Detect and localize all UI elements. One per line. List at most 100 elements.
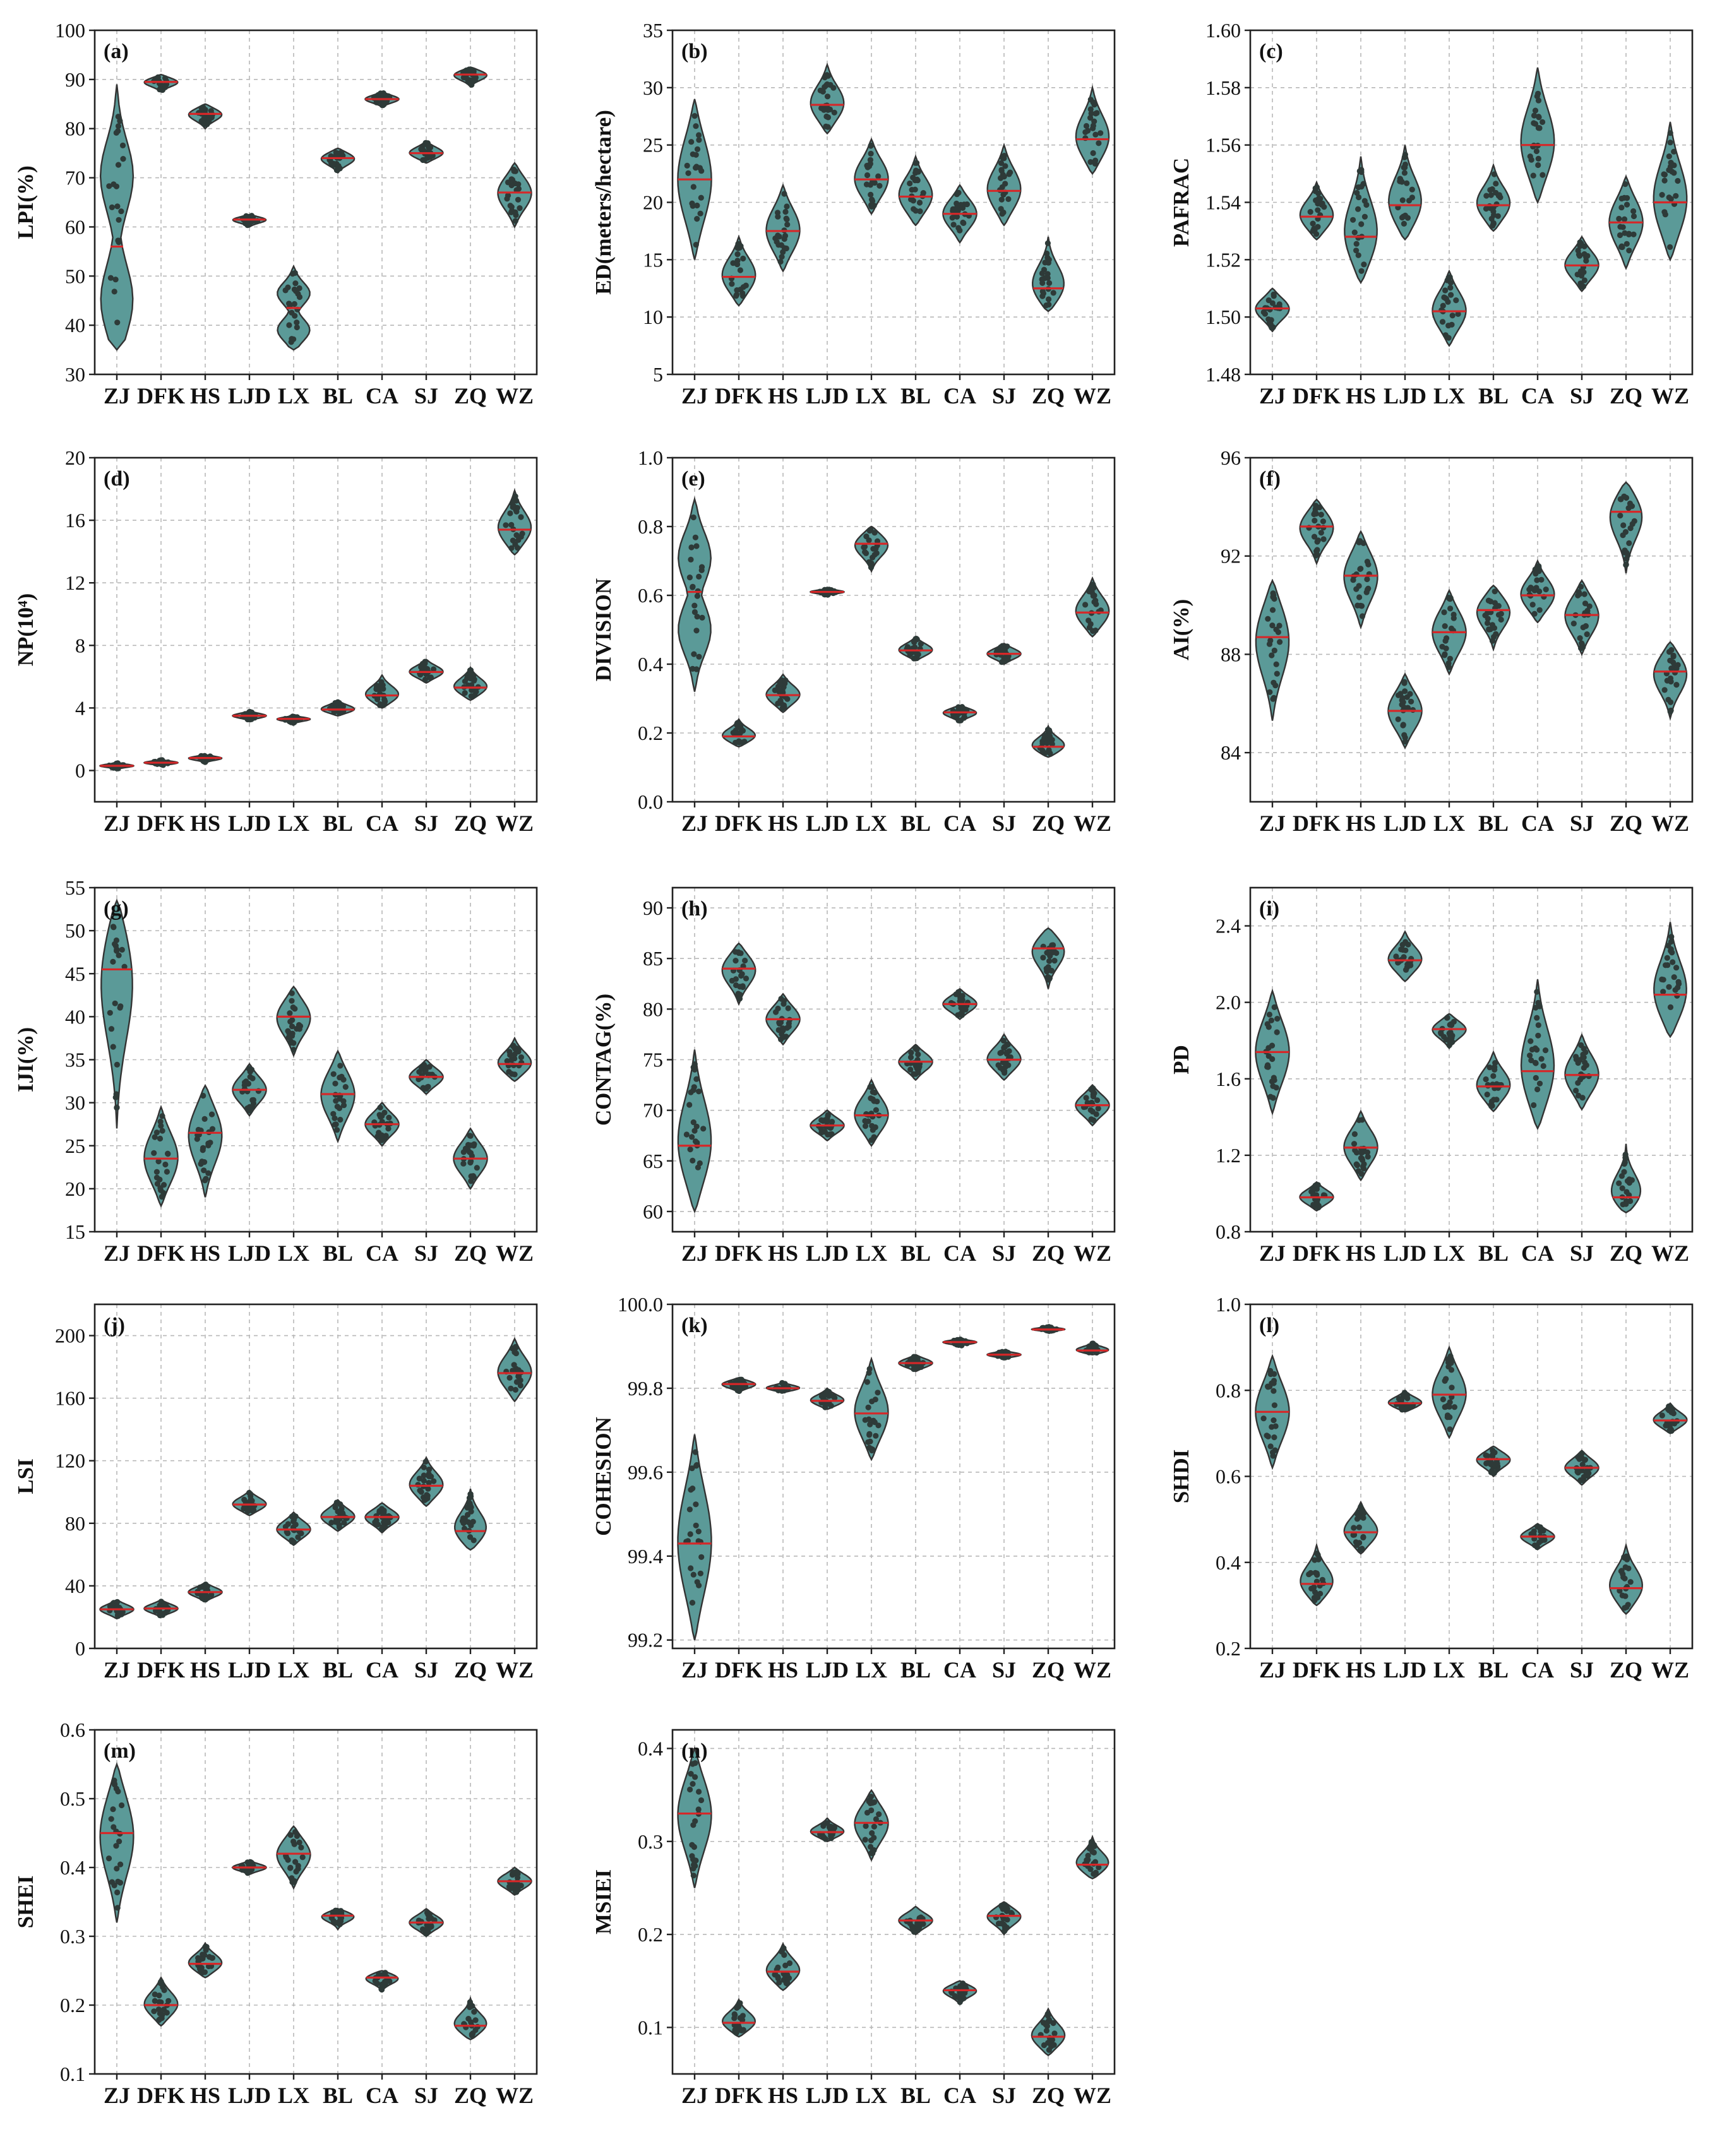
panel-d-dot-WZ-10 xyxy=(507,510,513,516)
panel-e-dot-ZJ-13 xyxy=(693,628,700,634)
panel-c-dot-BL-8 xyxy=(1488,192,1494,198)
panel-g-xtick-label-HS: HS xyxy=(190,1241,220,1266)
panel-e-dot-ZQ-17 xyxy=(1042,733,1048,739)
panel-c-dot-CA-13 xyxy=(1535,97,1542,104)
panel-f-xtick-label-LJD: LJD xyxy=(1384,811,1426,836)
panel-m-dot-ZJ-4 xyxy=(119,1802,125,1809)
panel-i-dots-CA xyxy=(1527,989,1549,1109)
panel-j-dot-SJ-12 xyxy=(422,1458,429,1465)
panel-f-xtick-label-ZJ: ZJ xyxy=(1259,811,1286,836)
panel-j-dot-CA-9 xyxy=(373,1513,380,1519)
panel-g-dot-LX-10 xyxy=(287,1018,294,1025)
panel-k-dot-WZ-16 xyxy=(1091,1342,1097,1349)
panel-a-ytick-label-1: 40 xyxy=(65,314,85,337)
panel-k-dot-ZJ-10 xyxy=(690,1571,697,1578)
panel-h-xtick-label-SJ: SJ xyxy=(992,1241,1016,1266)
panel-c-xtick-label-CA: CA xyxy=(1521,383,1554,408)
panel-e-dot-DFK-20 xyxy=(734,720,741,727)
panel-j-dot-SJ-6 xyxy=(421,1464,427,1470)
panel-m-dot-BL-20 xyxy=(337,1917,344,1924)
panel-c-dot-LX-5 xyxy=(1455,311,1461,317)
panel-f-dot-DFK-16 xyxy=(1314,547,1320,553)
panel-a-xtick-label-ZQ: ZQ xyxy=(454,383,487,408)
panel-c-dot-BL-6 xyxy=(1483,193,1490,199)
panel-m-dot-SJ-21 xyxy=(419,1926,426,1933)
panel-l-violin-LX xyxy=(1432,1345,1467,1439)
panel-b-dot-CA-14 xyxy=(957,227,963,234)
panel-f-violin-HS xyxy=(1343,530,1378,630)
panel-j-dot-WZ-16 xyxy=(517,1382,524,1389)
panel-i-dot-CA-19 xyxy=(1538,1056,1545,1062)
panel-h-dot-LX-15 xyxy=(868,1137,875,1143)
panel-i-dots-LX xyxy=(1438,1015,1457,1049)
panel-b-dot-BL-20 xyxy=(912,160,919,166)
panel-b-dot-WZ-4 xyxy=(1087,159,1094,165)
panel-m-dot-SJ-16 xyxy=(424,1909,431,1916)
panel-b-dot-HS-18 xyxy=(777,258,784,265)
panel-i-ytick-label-2: 1.6 xyxy=(1216,1068,1241,1090)
panel-g-dot-ZJ-13 xyxy=(114,1105,120,1111)
panel-f-dot-BL-21 xyxy=(1495,603,1502,609)
panel-e-dot-ZJ-10 xyxy=(694,593,700,599)
panel-h-dot-DFK-10 xyxy=(743,975,750,982)
panel-i-dot-LX-21 xyxy=(1446,1038,1453,1044)
panel-h-dot-ZQ-16 xyxy=(1044,950,1050,956)
panel-g-ytick-label-1: 20 xyxy=(65,1177,85,1200)
panel-i-xtick-label-WZ: WZ xyxy=(1651,1241,1689,1266)
panel-n-dot-ZJ-18 xyxy=(691,1843,697,1850)
panel-f-dot-ZQ-13 xyxy=(1627,500,1633,507)
panel-b-dot-WZ-8 xyxy=(1092,131,1099,138)
panel-j-dot-SJ-2 xyxy=(426,1480,432,1486)
panel-b-xtick-label-BL: BL xyxy=(900,383,931,408)
panel-g-dot-BL-12 xyxy=(332,1115,338,1121)
panel-a-dots-LX xyxy=(282,270,303,345)
panel-a-ytick-label-4: 70 xyxy=(65,167,85,189)
panel-n-dot-WZ-21 xyxy=(1092,1859,1099,1865)
panel-f-dot-LX-17 xyxy=(1447,605,1454,612)
panel-f-xtick-label-WZ: WZ xyxy=(1651,811,1689,836)
panel-f-dot-DFK-7 xyxy=(1320,518,1326,525)
panel-a-ytick-label-0: 30 xyxy=(65,363,85,386)
panel-m-dot-DFK-17 xyxy=(152,1998,158,2004)
panel-l-dot-ZJ-20 xyxy=(1269,1449,1276,1456)
panel-j-dot-SJ-4 xyxy=(421,1477,427,1484)
panel-g-dot-ZQ-16 xyxy=(468,1178,474,1184)
panel-a-dot-WZ-8 xyxy=(507,203,513,209)
panel-k-dots-LX xyxy=(862,1366,882,1454)
panel-k-xtick-label-DFK: DFK xyxy=(715,1657,763,1683)
panel-a-dot-ZJ-19 xyxy=(115,162,122,168)
panel-k-xtick-label-CA: CA xyxy=(943,1657,976,1683)
panel-f-dot-ZQ-19 xyxy=(1629,521,1635,527)
panel-b-dot-DFK-21 xyxy=(738,243,744,249)
panel-a-dot-LX-19 xyxy=(288,339,294,345)
panel-g-dot-ZJ-3 xyxy=(110,958,116,965)
panel-n-dots-ZQ xyxy=(1037,2011,1058,2053)
panel-k: 99.2 99.4 99.6 99.8 100.0 ZJ DFK HS LJD LX BL CA SJ Z… xyxy=(591,1293,1116,1683)
panel-l-dot-HS-2 xyxy=(1351,1525,1357,1531)
panel-d-dot-WZ-21 xyxy=(515,537,522,544)
panel-b-dot-ZQ-19 xyxy=(1039,293,1046,299)
panel-a-dot-LX-21 xyxy=(292,313,298,319)
panel-g-violin-ZJ xyxy=(100,898,133,1129)
panel-h-dot-ZJ-14 xyxy=(691,1061,698,1068)
panel-f-xtick-label-CA: CA xyxy=(1521,811,1554,836)
panel-k-ytick-label-2: 99.6 xyxy=(628,1461,663,1484)
panel-g-dot-LJD-12 xyxy=(249,1097,256,1104)
panel-f-dot-LX-7 xyxy=(1441,609,1447,616)
panel-f-dot-DFK-20 xyxy=(1312,509,1318,515)
panel-a-xtick-label-CA: CA xyxy=(366,383,398,408)
panel-h-dot-ZJ-8 xyxy=(695,1164,701,1170)
panel-d-dot-ZQ-11 xyxy=(462,690,468,696)
panel-j-dot-LJD-17 xyxy=(248,1493,254,1499)
panel-n-dot-ZQ-19 xyxy=(1046,2035,1053,2041)
panel-i-dot-WZ-16 xyxy=(1663,962,1669,968)
panel-l-dot-WZ-21 xyxy=(1668,1404,1674,1410)
panel-g-ytick-label-0: 15 xyxy=(65,1220,85,1243)
panel-d-xtick-label-HS: HS xyxy=(190,811,220,836)
panel-i-dot-WZ-21 xyxy=(1669,950,1675,956)
panel-f-dot-CA-20 xyxy=(1529,602,1536,608)
panel-g-dot-ZJ-8 xyxy=(113,1091,119,1097)
panel-g-dots-BL xyxy=(330,1063,349,1133)
panel-b-dot-LX-15 xyxy=(868,143,874,149)
panel-i-dot-ZJ-21 xyxy=(1271,1075,1277,1081)
